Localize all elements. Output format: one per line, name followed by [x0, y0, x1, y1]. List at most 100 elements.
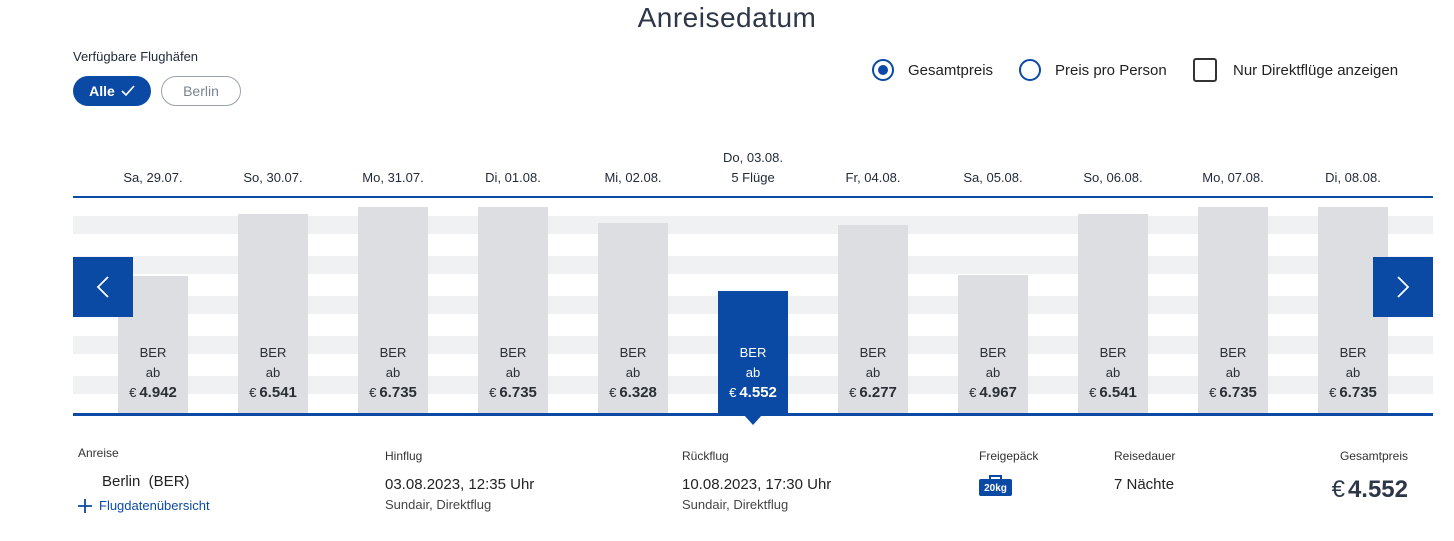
price-bar[interactable]: [1198, 207, 1268, 413]
price-bar-price: €6.328: [598, 383, 668, 403]
price-bar-label: BER ab €6.328: [598, 343, 668, 403]
check-icon: [121, 85, 135, 97]
price-bar-label: BER ab €4.967: [958, 343, 1028, 403]
date-header[interactable]: Sa, 29.07.: [93, 168, 213, 188]
price-bar-price: €6.541: [1078, 383, 1148, 403]
date-header-label: Di, 01.08.: [485, 170, 541, 185]
price-bar-price: €6.541: [238, 383, 308, 403]
price-bar[interactable]: [238, 214, 308, 413]
date-header-label: Sa, 29.07.: [123, 170, 183, 185]
price-bar-airport: BER: [859, 345, 887, 360]
price-bar-currency: €: [729, 385, 737, 400]
price-bar[interactable]: [358, 207, 428, 413]
date-header[interactable]: Do, 03.08. 5 Flüge: [693, 148, 813, 188]
price-bar-currency: €: [1209, 385, 1217, 400]
date-header-label: So, 30.07.: [243, 170, 303, 185]
date-header[interactable]: So, 30.07.: [213, 168, 333, 188]
price-bar-airport: BER: [739, 345, 767, 360]
price-bar-label: BER ab €4.942: [118, 343, 188, 403]
date-header[interactable]: Mo, 31.07.: [333, 168, 453, 188]
option-preis-pro-person-label: Preis pro Person: [1055, 61, 1167, 79]
next-dates-button[interactable]: [1373, 257, 1433, 317]
option-nur-direktfluege-label: Nur Direktflüge anzeigen: [1233, 61, 1399, 79]
radio-preis-pro-person[interactable]: [1019, 59, 1041, 81]
date-header[interactable]: Di, 08.08.: [1293, 168, 1413, 188]
date-header-label: Sa, 05.08.: [963, 170, 1023, 185]
date-header[interactable]: Fr, 04.08.: [813, 168, 933, 188]
price-bar-airport: BER: [259, 345, 287, 360]
price-bar-ab: ab: [1345, 365, 1361, 380]
prev-dates-button[interactable]: [73, 257, 133, 317]
price-bar-airport: BER: [1219, 345, 1247, 360]
price-bar[interactable]: [598, 222, 668, 413]
chevron-left-icon: [96, 276, 109, 298]
price-bar[interactable]: [478, 207, 548, 413]
radio-gesamtpreis[interactable]: [872, 59, 894, 81]
date-header[interactable]: Di, 01.08.: [453, 168, 573, 188]
price-bar-currency: €: [369, 385, 377, 400]
price-bar-amount: 6.735: [1219, 384, 1257, 401]
page-title: Anreisedatum: [637, 2, 817, 33]
price-bar-ab: ab: [745, 365, 761, 380]
gesamtpreis-label: Gesamtpreis: [1339, 449, 1408, 463]
price-bar-price: €6.735: [1318, 383, 1388, 403]
price-bar-price: €4.967: [958, 383, 1028, 403]
flugdaten-link-label: Flugdatenübersicht: [99, 498, 210, 513]
checkbox-nur-direktfluege[interactable]: [1193, 58, 1217, 82]
price-bar[interactable]: [958, 275, 1028, 413]
price-bar-amount: 6.735: [1339, 384, 1377, 401]
price-bar-price: €6.735: [478, 383, 548, 403]
chart-baseline: [73, 413, 1433, 416]
price-bar-amount: 4.967: [979, 384, 1017, 401]
price-bar-ab: ab: [625, 365, 641, 380]
price-bar-label: BER ab €4.552: [718, 343, 788, 403]
price-bar-airport: BER: [619, 345, 647, 360]
anreise-value: Berlin (BER): [102, 473, 190, 490]
price-bar-label: BER ab €6.735: [478, 343, 548, 403]
rueckflug-airline: Sundair, Direktflug: [682, 497, 789, 512]
luggage-badge-text: 20kg: [984, 483, 1007, 494]
option-nur-direktfluege[interactable]: Nur Direktflüge anzeigen: [1193, 56, 1398, 84]
gesamtpreis-value: €4.552: [1332, 476, 1408, 504]
flugdaten-link[interactable]: Flugdatenübersicht: [78, 498, 210, 513]
price-bar-ab: ab: [385, 365, 401, 380]
date-header-label: Do, 03.08.: [723, 150, 783, 165]
airport-filter-berlin[interactable]: Berlin: [161, 76, 241, 106]
chevron-right-icon: [1397, 276, 1410, 298]
plus-icon: [78, 498, 92, 513]
date-header[interactable]: Mo, 07.08.: [1173, 168, 1293, 188]
option-gesamtpreis[interactable]: Gesamtpreis: [872, 56, 993, 84]
price-bar-ab: ab: [1225, 365, 1241, 380]
price-bar-currency: €: [489, 385, 497, 400]
reisedauer-label: Reisedauer: [1114, 449, 1176, 463]
price-bar-airport: BER: [1339, 345, 1367, 360]
luggage-icon: 20kg: [979, 475, 1012, 496]
option-preis-pro-person[interactable]: Preis pro Person: [1019, 56, 1167, 84]
price-bar-currency: €: [129, 385, 137, 400]
price-bar-currency: €: [249, 385, 257, 400]
date-header[interactable]: So, 06.08.: [1053, 168, 1173, 188]
rueckflug-label: Rückflug: [682, 449, 729, 463]
price-bar-amount: 6.328: [619, 384, 657, 401]
date-header-label: Fr, 04.08.: [845, 170, 901, 185]
price-bar-ab: ab: [145, 365, 161, 380]
price-bar-ab: ab: [865, 365, 881, 380]
price-bar[interactable]: [838, 224, 908, 413]
date-header-label: Mo, 31.07.: [362, 170, 424, 185]
price-bar[interactable]: [718, 291, 788, 413]
airport-filter-alle-label: Alle: [89, 83, 115, 99]
date-header[interactable]: Sa, 05.08.: [933, 168, 1053, 188]
price-bar[interactable]: [1078, 214, 1148, 413]
airport-filter-alle[interactable]: Alle: [73, 76, 151, 106]
price-bar-airport: BER: [139, 345, 167, 360]
price-bar-amount: 6.735: [499, 384, 537, 401]
price-bar-label: BER ab €6.541: [1078, 343, 1148, 403]
anreise-label: Anreise: [78, 446, 119, 460]
date-header[interactable]: Mi, 02.08.: [573, 168, 693, 188]
hinflug-value: 03.08.2023, 12:35 Uhr: [385, 476, 535, 493]
price-bar-label: BER ab €6.735: [358, 343, 428, 403]
date-header-label: So, 06.08.: [1083, 170, 1143, 185]
price-bar-amount: 4.552: [739, 384, 777, 401]
gesamtpreis-amount: 4.552: [1347, 476, 1408, 503]
airports-label: Verfügbare Flughäfen: [73, 49, 199, 64]
